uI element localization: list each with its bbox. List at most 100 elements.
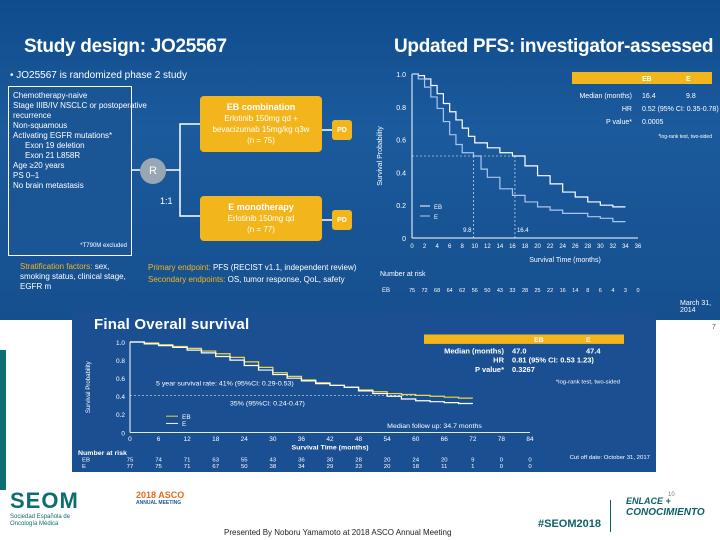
secondary-text: OS, tumor response, QoL, safety: [227, 275, 345, 284]
os-x-tick: 66: [441, 436, 449, 443]
arm-e-box: E monotherapy Erlotinib 150mg qd (n = 77…: [200, 196, 322, 241]
os-followup: Median follow up: 34.7 months: [387, 423, 482, 430]
os-x-tick: 48: [355, 436, 363, 443]
eligibility-item: recurrence: [13, 111, 52, 120]
os-x-tick: 36: [298, 436, 306, 443]
pfs-y-tick: 1.0: [396, 72, 406, 79]
pfs-y-tick: 0.6: [396, 138, 406, 145]
os-title: Final Overall survival: [94, 316, 250, 333]
eligibility-item: Chemotherapy-naive: [13, 91, 88, 100]
primary-label: Primary endpoint:: [148, 263, 211, 272]
os-y-tick: 0.2: [116, 412, 126, 419]
os-rate-e: 35% (95%CI: 0.24-0.47): [230, 400, 305, 407]
pfs-table-cell: Median (months): [579, 93, 632, 100]
secondary-label: Secondary endpoints:: [148, 275, 226, 284]
conocimiento-line1: ENLACE +: [626, 496, 671, 506]
os-risk-eb-value: 24: [412, 458, 419, 464]
pfs-x-tick: 2: [423, 244, 427, 250]
pfs-legend-e: E: [434, 215, 438, 221]
os-risk-e-value: 29: [327, 464, 334, 470]
eligibility-item: Activating EGFR mutations*: [13, 131, 113, 140]
os-risk-eb-value: 30: [327, 458, 334, 464]
pfs-table-cell: 9.8: [686, 93, 696, 100]
os-risk-e-value: 50: [241, 464, 248, 470]
pfs-risk-eb-value: 64: [447, 288, 453, 294]
os-risk-e-value: 34: [298, 464, 305, 470]
pfs-series-eb: [412, 73, 626, 208]
pfs-risk-eb-value: 0: [636, 288, 639, 294]
pfs-risk-eb-value: 14: [572, 288, 578, 294]
arm-eb-box: EB combination Erlotinib 150mg qd + beva…: [200, 96, 322, 152]
os-y-tick: 0.8: [116, 358, 126, 365]
os-risk-e-value: 0: [500, 464, 503, 470]
pfs-risk-eb-value: 28: [522, 288, 528, 294]
os-y-tick: 0: [121, 430, 125, 437]
os-series-e: [130, 341, 473, 405]
eligibility-item: Exon 21 L858R: [25, 151, 81, 160]
pfs-x-tick: 36: [635, 244, 642, 250]
eligibility-item: PS 0–1: [13, 171, 40, 180]
pfs-x-label: Survival Time (months): [529, 257, 601, 264]
arm-e-line: Erlotinib 150mg qd: [227, 214, 295, 223]
pfs-x-tick: 12: [484, 244, 491, 250]
pfs-y-tick: 0.2: [396, 203, 406, 210]
asco-sub: ANNUAL MEETING: [136, 500, 182, 506]
os-y-tick: 1.0: [116, 340, 126, 347]
os-risk-e-value: 20: [384, 464, 391, 470]
os-rate-eb: 5 year survival rate: 41% (95%CI: 0.29-0…: [156, 381, 294, 388]
os-risk-e-value: 71: [184, 464, 191, 470]
pfs-risk-eb-value: 62: [459, 288, 465, 294]
pfs-risk-eb-value: 50: [484, 288, 490, 294]
pd-box-eb: PD: [332, 120, 352, 140]
os-risk-e-value: 67: [212, 464, 219, 470]
os-risk-eb-value: 55: [241, 458, 248, 464]
os-risk-eb-value: 43: [270, 458, 277, 464]
pfs-risk-eb-value: 33: [509, 288, 515, 294]
randomize-circle: R: [140, 158, 166, 184]
pfs-risk-eb-label: EB: [382, 288, 390, 294]
pfs-x-tick: 22: [547, 244, 554, 250]
os-risk-eb-value: 74: [155, 458, 162, 464]
stratification-label: Stratification factors:: [20, 262, 93, 271]
conocimiento-line2: CONOCIMIENTO: [626, 507, 705, 518]
pfs-x-tick: 18: [522, 244, 529, 250]
os-table-cell: 0.3267: [512, 365, 535, 374]
pfs-risk-eb-value: 4: [611, 288, 614, 294]
pfs-table-cell: HR: [622, 106, 632, 113]
os-risk-eb-value: 63: [212, 458, 219, 464]
arm-eb-line: Erlotinib 150mg qd +: [224, 114, 298, 123]
os-table-header: EB: [534, 337, 544, 344]
os-x-tick: 6: [157, 436, 161, 443]
os-table-cell: 0.81 (95% CI: 0.53 1.23): [512, 356, 595, 365]
os-risk-eb-value: 75: [127, 458, 134, 464]
os-risk-eb-value: 28: [355, 458, 362, 464]
os-risk-eb-value: 20: [384, 458, 391, 464]
os-x-tick: 78: [498, 436, 506, 443]
pfs-x-tick: 10: [471, 244, 478, 250]
seom-subtitle: Sociedad Española de Oncología Médica: [10, 514, 71, 527]
pfs-risk-eb-value: 8: [586, 288, 589, 294]
pfs-series-e: [412, 73, 626, 223]
pfs-table-header: E: [686, 76, 691, 83]
pfs-test-note: *log-rank test, two-sided: [658, 134, 712, 140]
os-risk-eb-value: 9: [471, 458, 474, 464]
pfs-y-tick: 0.8: [396, 105, 406, 112]
os-y-tick: 0.4: [116, 394, 126, 401]
os-slide: Final Overall survival 0 0.2 0.4 0.6 0.8 1.0 0…: [72, 310, 656, 472]
os-risk-e-value: 77: [127, 464, 134, 470]
pfs-risk-eb-value: 68: [434, 288, 440, 294]
os-risk-label: Number at risk: [78, 450, 127, 457]
pfs-table-cell: P value*: [606, 119, 632, 126]
os-risk-eb-label: EB: [82, 458, 90, 464]
os-risk-e-label: E: [82, 464, 86, 470]
os-y-label: Survival Probability: [85, 360, 92, 413]
os-table-cell: HR: [493, 356, 505, 365]
eligibility-item: Non-squamous: [13, 121, 68, 130]
os-table-header-bg: [424, 334, 624, 344]
primary-text: PFS (RECIST v1.1, independent review): [212, 263, 357, 272]
os-risk-e-value: 0: [528, 464, 531, 470]
pfs-x-tick: 6: [448, 244, 452, 250]
os-table-cell: Median (months): [444, 347, 504, 356]
footer-divider: [610, 500, 611, 532]
pfs-x-tick: 24: [559, 244, 566, 250]
